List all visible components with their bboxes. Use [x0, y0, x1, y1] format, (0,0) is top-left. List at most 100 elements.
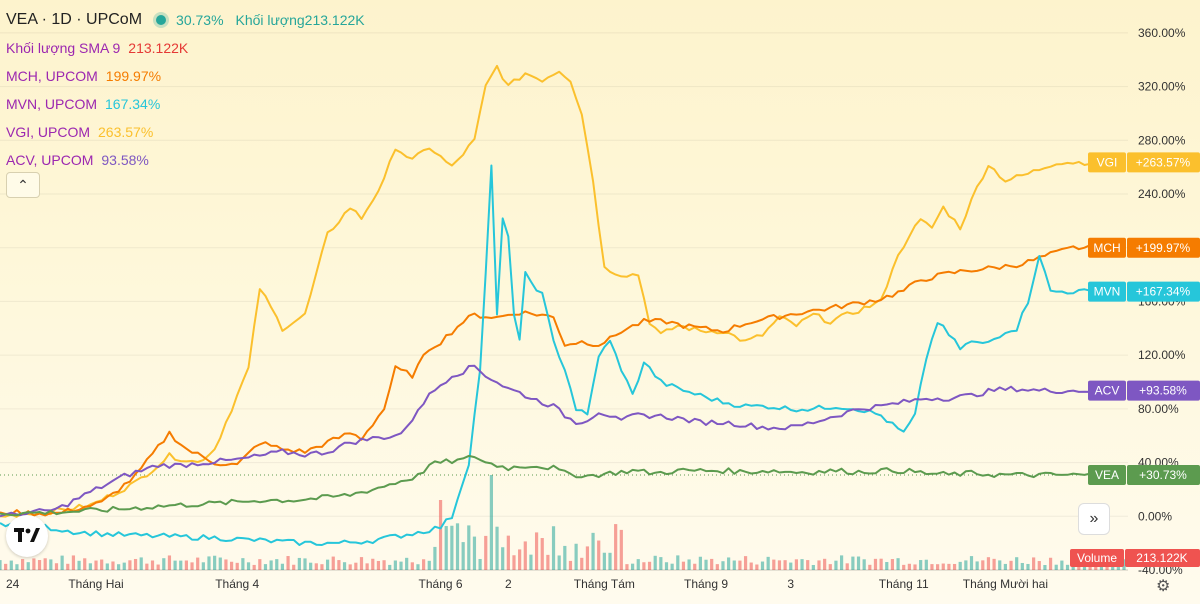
series-end-label-vea: VEA +30.73%: [1088, 465, 1200, 486]
volume-bar: [43, 558, 47, 570]
volume-bar: [834, 560, 838, 570]
volume-bar: [292, 564, 296, 570]
volume-name: Volume: [1077, 551, 1117, 565]
volume-bar: [919, 560, 923, 570]
volume-bar: [229, 561, 234, 570]
volume-axis-label: Volume 213.122K: [1070, 549, 1200, 567]
volume-bar: [128, 560, 132, 570]
volume-bar: [196, 557, 200, 570]
volume-bar: [325, 559, 330, 570]
volume-bar: [309, 562, 313, 570]
volume-bar: [286, 556, 290, 570]
x-tick-label: Tháng 6: [419, 577, 463, 591]
legend-item-acv[interactable]: ACV, UPCOM 93.58%: [6, 146, 365, 174]
volume-bar: [947, 563, 951, 570]
volume-bar: [66, 563, 70, 570]
series-line-acv[interactable]: [0, 364, 1125, 518]
x-tick-label: Tháng Hai: [68, 577, 123, 591]
series-end-value: +167.34%: [1136, 285, 1191, 299]
volume-bar: [659, 557, 663, 570]
volume-bar: [749, 562, 753, 570]
volume-bar: [467, 525, 471, 570]
volume-bar: [235, 562, 239, 570]
volume-bar: [190, 562, 194, 570]
volume-bar: [625, 564, 629, 570]
volume-bar: [924, 559, 928, 570]
volume-bar: [399, 561, 403, 570]
symbol-change: 30.73%: [176, 12, 224, 28]
volume-bar: [636, 559, 640, 570]
volume-bar: [393, 560, 397, 570]
volume-bar: [427, 560, 431, 570]
series-line-mch[interactable]: [0, 244, 1125, 517]
volume-bar: [839, 555, 844, 570]
volume-bar: [450, 525, 454, 570]
volume-bar: [546, 554, 550, 570]
series-end-name: VGI: [1097, 155, 1118, 169]
volume-bar: [416, 564, 420, 570]
volume-bar: [495, 526, 499, 570]
legend-item-mch[interactable]: MCH, UPCOM 199.97%: [6, 62, 365, 90]
volume-bar: [241, 558, 245, 570]
volume-bar: [252, 564, 256, 570]
volume-bar: [602, 552, 606, 570]
series-line-vgi[interactable]: [0, 64, 1125, 518]
gear-icon[interactable]: ⚙: [1156, 578, 1171, 595]
volume-bar: [902, 564, 906, 570]
volume-bar: [15, 564, 19, 570]
volume-bar: [4, 563, 8, 570]
volume-bar: [122, 562, 126, 570]
volume-bar: [348, 564, 352, 570]
volume-bar: [145, 563, 149, 570]
series-line-mvn[interactable]: [0, 164, 1125, 546]
volume-bar: [438, 500, 443, 570]
legend-item-vgi[interactable]: VGI, UPCOM 263.57%: [6, 118, 365, 146]
legend-collapse-button[interactable]: ⌃: [6, 172, 40, 198]
volume-bar: [489, 475, 493, 570]
volume-bar: [371, 558, 375, 570]
volume-bar: [518, 549, 522, 570]
volume-bar: [133, 558, 138, 570]
volume-bar: [557, 555, 561, 570]
x-tick-label: Tháng 4: [215, 577, 259, 591]
volume-bar: [320, 564, 324, 570]
volume-bar: [461, 542, 465, 570]
volume-bar: [218, 557, 222, 570]
volume-bar: [647, 561, 652, 570]
x-tick-label: Tháng 11: [879, 577, 929, 591]
volume-bar: [365, 563, 369, 570]
x-tick-label: Tháng Mười hai: [963, 577, 1048, 591]
tradingview-logo-icon[interactable]: [6, 515, 48, 557]
volume-bar: [772, 559, 776, 570]
y-tick-label: 280.00%: [1138, 133, 1186, 147]
series-end-value: +30.73%: [1139, 468, 1187, 482]
volume-bar: [37, 560, 42, 570]
volume-bar: [936, 564, 940, 570]
volume-bar: [823, 558, 827, 570]
scroll-to-realtime-button[interactable]: »: [1078, 503, 1110, 535]
series-line-vea[interactable]: [0, 454, 1125, 517]
volume-bar: [105, 563, 109, 570]
volume-bar: [794, 559, 799, 570]
volume-bar: [1037, 561, 1041, 570]
legend-sma-row[interactable]: Khối lượng SMA 9 213.122K: [6, 34, 365, 62]
volume-bar: [862, 559, 866, 570]
series-end-value: +199.97%: [1136, 241, 1191, 255]
legend-item-mvn[interactable]: MVN, UPCOM 167.34%: [6, 90, 365, 118]
volume-bar: [77, 560, 81, 570]
volume-bar: [207, 556, 211, 570]
volume-bar: [258, 559, 262, 570]
volume-bar: [693, 563, 697, 570]
volume-series: [0, 475, 1126, 570]
symbol-title[interactable]: VEA · 1D · UPCoM: [6, 11, 143, 28]
volume-bar: [314, 563, 318, 570]
volume-bar: [501, 547, 505, 570]
series-end-name: VEA: [1095, 468, 1119, 482]
series-end-name: MCH: [1093, 241, 1120, 255]
market-status-dot: [156, 15, 167, 25]
legend-item-value: 93.58%: [101, 152, 149, 168]
volume-bar: [958, 561, 962, 570]
volume-bar: [969, 556, 974, 570]
volume-bar: [88, 563, 92, 570]
